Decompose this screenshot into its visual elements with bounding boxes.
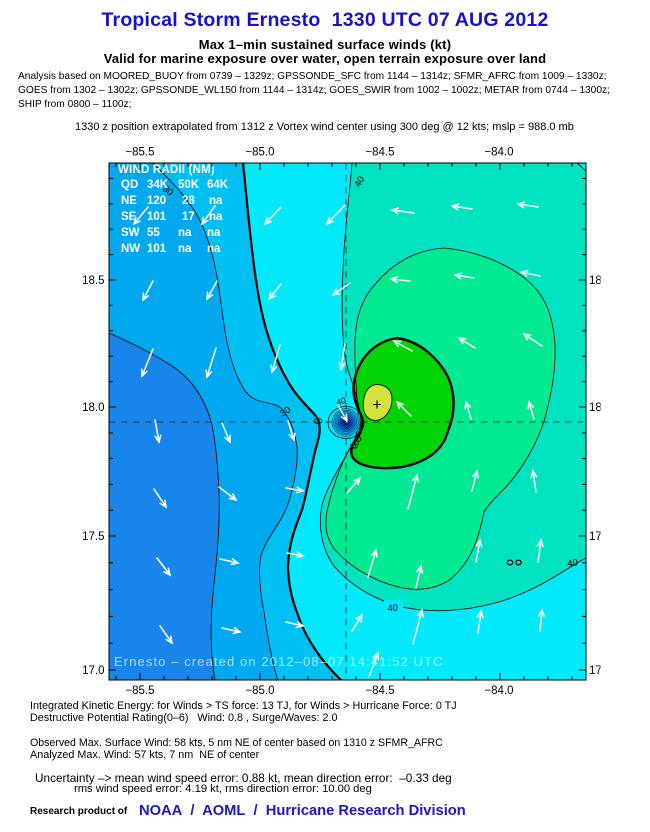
svg-text:NW: NW	[121, 243, 140, 255]
svg-text:64K: 64K	[207, 179, 229, 191]
svg-text:Ernesto – created on 2012–08–0: Ernesto – created on 2012–08–07 14:41:52…	[114, 654, 444, 669]
svg-text:NE: NE	[121, 195, 137, 207]
svg-text:34K: 34K	[147, 179, 169, 191]
svg-text:−85.0: −85.0	[245, 685, 274, 697]
svg-text:na: na	[209, 195, 223, 207]
svg-text:−84.5: −84.5	[365, 685, 394, 697]
svg-text:30: 30	[278, 404, 293, 419]
svg-text:na: na	[178, 227, 192, 239]
svg-text:na: na	[207, 227, 221, 239]
svg-text:−84.0: −84.0	[484, 147, 513, 159]
svg-text:101: 101	[147, 211, 167, 223]
svg-text:na: na	[178, 243, 192, 255]
svg-text:−85.0: −85.0	[245, 147, 274, 159]
svg-text:28: 28	[182, 195, 195, 207]
svg-text:55: 55	[147, 227, 160, 239]
svg-text:SE: SE	[121, 211, 137, 223]
svg-text:18.5: 18.5	[82, 275, 104, 287]
svg-text:120: 120	[147, 195, 166, 207]
svg-text:17.5: 17.5	[82, 531, 104, 543]
svg-text:40: 40	[352, 175, 367, 190]
svg-text:−85.5: −85.5	[125, 147, 154, 159]
svg-text:−85.5: −85.5	[125, 685, 154, 697]
svg-text:101: 101	[147, 243, 167, 255]
svg-text:−84.5: −84.5	[365, 147, 394, 159]
svg-text:na: na	[209, 211, 223, 223]
svg-text:40: 40	[387, 602, 399, 614]
svg-text:−84.0: −84.0	[484, 685, 513, 697]
svg-text:WIND RADII (NM): WIND RADII (NM)	[118, 164, 215, 176]
svg-text:na: na	[207, 243, 221, 255]
svg-text:QD: QD	[121, 179, 138, 191]
svg-text:17.0: 17.0	[82, 665, 104, 677]
svg-text:50K: 50K	[178, 179, 200, 191]
svg-text:18.0: 18.0	[82, 402, 104, 414]
svg-text:40: 40	[567, 557, 579, 569]
svg-text:40: 40	[335, 395, 347, 408]
svg-text:17: 17	[182, 211, 195, 223]
svg-text:SW: SW	[121, 227, 140, 239]
